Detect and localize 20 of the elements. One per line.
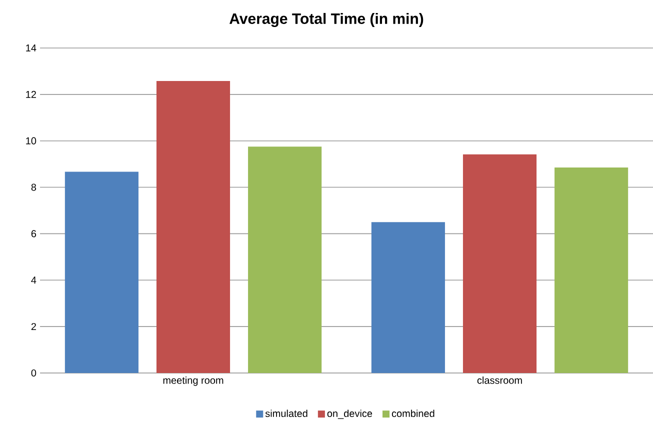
y-tick-label: 10: [26, 137, 36, 144]
x-tick-label: meeting room: [163, 376, 224, 386]
bar: [248, 146, 322, 373]
bar: [64, 172, 138, 373]
y-tick-label: 14: [26, 44, 36, 52]
bar: [371, 222, 445, 373]
chart-title: Average Total Time (in min): [230, 12, 424, 28]
y-tick-label: 0: [31, 369, 36, 377]
bar: [156, 80, 230, 373]
legend-label: combined: [392, 410, 434, 418]
legend-label: simulated: [265, 410, 308, 418]
y-tick-label: 2: [31, 323, 36, 330]
bar: [554, 168, 628, 373]
y-tick-label: 12: [26, 90, 36, 98]
y-tick-label: 8: [31, 184, 36, 191]
y-tick-label: 6: [31, 230, 36, 238]
bar: [462, 154, 537, 373]
y-tick-label: 4: [31, 276, 36, 284]
x-tick-label: classroom: [477, 376, 522, 384]
legend-label: on_device: [327, 410, 372, 419]
